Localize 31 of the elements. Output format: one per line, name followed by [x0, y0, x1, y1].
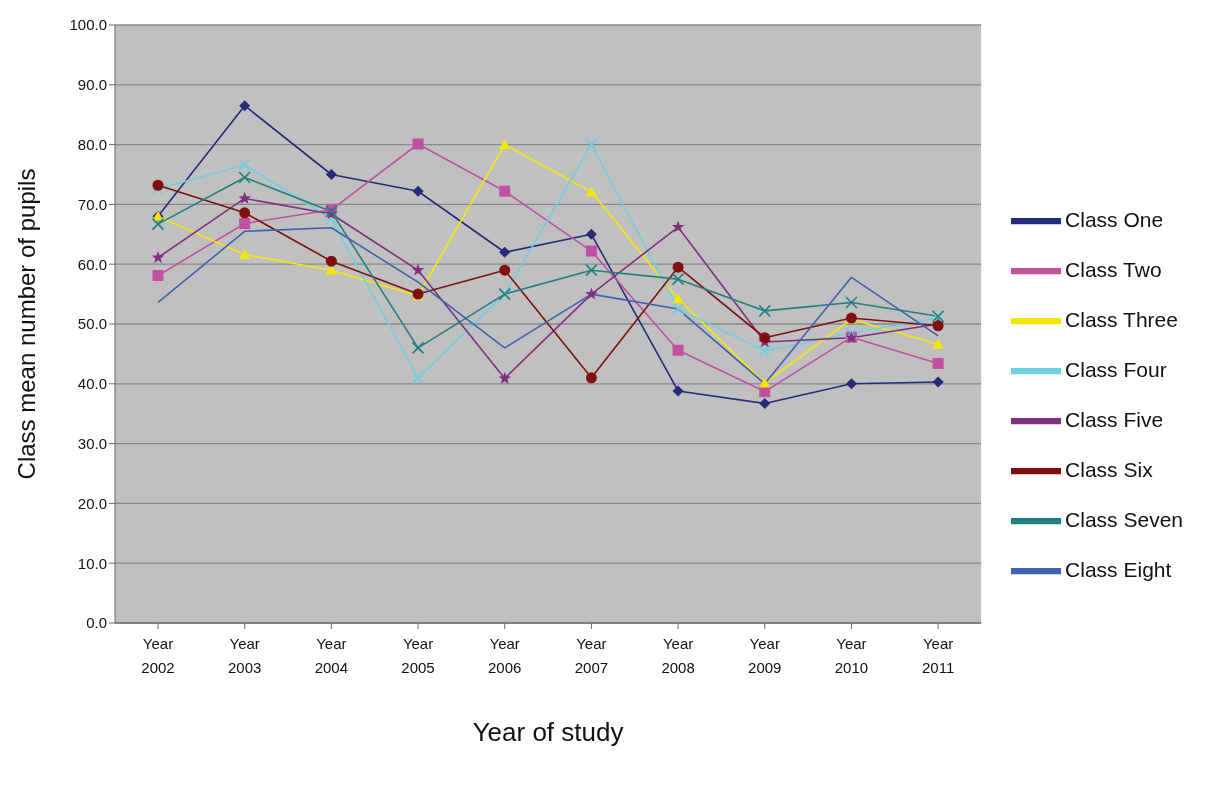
legend-label: Class Six [1065, 457, 1153, 481]
legend-label: Class Two [1065, 257, 1162, 281]
y-tick-label: 100.0 [69, 16, 107, 34]
x-tick-label: Year 2002 [141, 635, 175, 676]
y-tick-label: 30.0 [77, 434, 107, 452]
y-tick-label: 0.0 [86, 614, 107, 632]
x-tick-label: Year 2007 [574, 635, 609, 676]
y-tick-label: 80.0 [77, 135, 107, 153]
legend-label: Class Seven [1065, 507, 1183, 531]
x-tick-label: Year 2004 [314, 635, 349, 676]
legend-label: Class Five [1065, 407, 1164, 431]
legend-label: Class Three [1065, 307, 1178, 331]
x-tick-label: Year 2009 [748, 635, 782, 676]
x-axis-title: Year of study [472, 717, 624, 747]
x-tick-label: Year 2005 [401, 635, 435, 676]
legend-label: Class One [1065, 207, 1164, 231]
y-tick-label: 10.0 [77, 554, 107, 572]
y-tick-label: 60.0 [77, 255, 107, 273]
y-axis-title: Class mean number of pupils [12, 168, 40, 480]
y-tick-label: 20.0 [77, 494, 107, 512]
y-tick-label: 70.0 [77, 195, 107, 213]
legend-label: Class Four [1065, 357, 1167, 381]
x-tick-label: Year 2006 [488, 635, 522, 676]
legend-label: Class Eight [1065, 557, 1172, 581]
y-tick-label: 50.0 [77, 315, 107, 333]
y-tick-label: 40.0 [77, 375, 107, 393]
x-tick-label: Year 2003 [227, 635, 262, 676]
y-tick-label: 90.0 [77, 76, 107, 94]
x-tick-label: Year 2008 [661, 635, 695, 676]
x-tick-label: Year 2010 [834, 635, 869, 676]
x-tick-label: Year 2011 [921, 635, 955, 676]
